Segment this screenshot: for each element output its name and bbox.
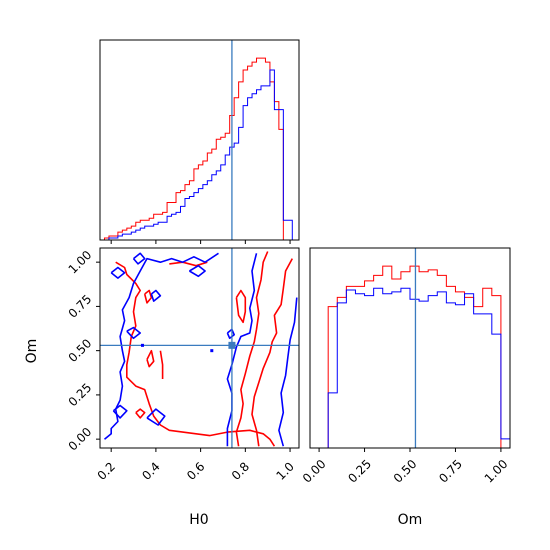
h0-histogram-panel bbox=[99, 39, 300, 244]
contour-blue bbox=[188, 264, 206, 278]
contour-blue bbox=[110, 266, 126, 279]
contour-red bbox=[146, 349, 155, 368]
om-histogram-panel: 0.00 0.25 0.50 0.75 1.00 bbox=[300, 247, 511, 486]
contour-red bbox=[143, 289, 153, 304]
x-tick-label: 0.00 bbox=[300, 457, 329, 486]
marker-point bbox=[210, 349, 214, 353]
y-tick-label: 0.50 bbox=[66, 336, 95, 365]
x-tick-label: 0.4 bbox=[139, 459, 162, 482]
y-tick-label: 1.00 bbox=[66, 248, 95, 277]
contour-blue bbox=[112, 404, 128, 419]
marker-point bbox=[140, 343, 144, 347]
x-tick-label: 0.25 bbox=[345, 457, 374, 486]
x-tick-label: 0.75 bbox=[436, 457, 465, 486]
plot-area bbox=[310, 248, 510, 448]
contour-red bbox=[235, 289, 247, 324]
x-tick-label: 0.6 bbox=[184, 459, 207, 482]
contour-blue bbox=[146, 408, 166, 426]
plot-area bbox=[100, 40, 297, 240]
histogram-series-red bbox=[100, 57, 297, 240]
y-tick-label: 0.00 bbox=[66, 425, 95, 454]
panel-frame bbox=[99, 247, 300, 449]
x-tick-label: 0.50 bbox=[391, 457, 420, 486]
histogram-series-red bbox=[310, 265, 510, 448]
contour-red bbox=[169, 261, 208, 267]
h0-om-contour-panel: 0.2 0.4 0.6 0.8 1.0 0.00 0.25 0.50 0.75 1.00 bbox=[66, 247, 300, 483]
contour-blue bbox=[150, 289, 162, 302]
panel-frame bbox=[309, 247, 511, 449]
histogram-series-blue bbox=[100, 69, 297, 240]
contour-blue bbox=[226, 328, 235, 340]
y-tick-label: 0.75 bbox=[66, 292, 95, 321]
plot-area bbox=[100, 248, 299, 448]
y-axis-label-om: Om bbox=[24, 339, 40, 364]
contour-red bbox=[115, 261, 276, 447]
contour-blue bbox=[132, 252, 146, 265]
contour-red bbox=[251, 258, 294, 447]
marker-point bbox=[228, 341, 236, 349]
x-tick-label: 1.0 bbox=[274, 459, 297, 482]
contour-blue bbox=[103, 252, 219, 440]
contour-red bbox=[235, 251, 269, 447]
contour-blue bbox=[278, 297, 298, 447]
y-tick-label: 0.25 bbox=[66, 381, 95, 410]
contour-red bbox=[159, 350, 164, 379]
panel-frame bbox=[99, 39, 300, 241]
x-tick-label: 0.8 bbox=[229, 459, 252, 482]
contour-blue bbox=[126, 326, 141, 340]
contour-red bbox=[135, 408, 146, 419]
x-axis-label-om: Om bbox=[398, 512, 423, 528]
x-tick-label: 0.2 bbox=[95, 459, 118, 482]
histogram-series-blue bbox=[310, 287, 510, 448]
x-axis-label-h0: H0 bbox=[189, 512, 208, 528]
x-tick-label: 1.00 bbox=[482, 457, 511, 486]
